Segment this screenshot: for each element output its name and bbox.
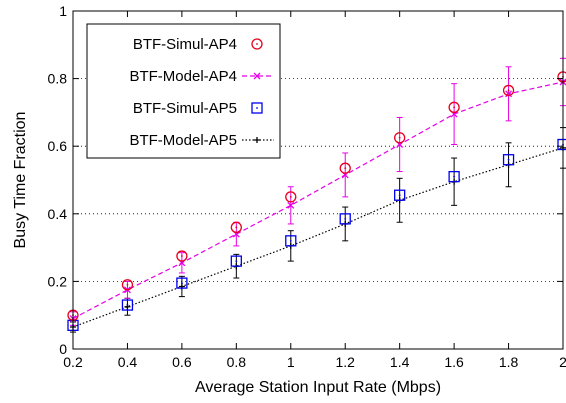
circle-marker-dot — [344, 167, 347, 170]
circle-marker-dot — [126, 283, 129, 286]
series-line — [72, 81, 564, 320]
legend-swatch — [251, 38, 263, 50]
legend-swatch — [242, 137, 274, 143]
x-tick-label: 0.4 — [118, 354, 138, 370]
circle-marker — [502, 84, 515, 97]
x-marker — [505, 90, 513, 98]
x-tick-label: 1.6 — [444, 354, 464, 370]
square-marker-dot — [398, 194, 401, 197]
grid-lines — [73, 78, 563, 282]
square-marker — [251, 102, 263, 114]
x-tick-label: 1.2 — [335, 354, 355, 370]
y-tick-label: 0.4 — [48, 206, 68, 222]
series-layer — [67, 57, 566, 333]
axes: 00.20.40.60.810.2 0.4 0.6 0.8 1 1.2 1.4 1.6 1.8 2 — [48, 3, 566, 370]
square-marker — [448, 170, 460, 183]
x-tick-label: 0.8 — [227, 354, 247, 370]
legend-label: BTF-Model-AP4 — [129, 68, 237, 85]
circle-marker — [230, 221, 242, 233]
square-marker — [176, 277, 188, 289]
square-marker-dot — [344, 217, 347, 220]
legend-swatch — [251, 102, 263, 114]
x-marker — [287, 201, 295, 209]
circle-marker — [448, 101, 460, 113]
circle-marker — [121, 279, 134, 291]
legend-label: BTF-Model-AP5 — [129, 132, 237, 149]
square-marker — [502, 154, 515, 166]
circle-marker-dot — [289, 196, 292, 198]
square-marker — [121, 299, 134, 311]
y-tick-label: 1 — [59, 3, 67, 19]
circle-marker — [394, 132, 406, 144]
square-marker-dot — [126, 304, 129, 306]
square-marker-dot — [180, 282, 183, 284]
y-tick-label: 0 — [59, 341, 67, 357]
circle-marker — [285, 191, 297, 203]
square-marker-dot — [453, 175, 456, 178]
legend-box — [86, 23, 281, 159]
series-line — [72, 147, 564, 328]
square-marker — [339, 213, 351, 225]
square-marker-dot — [507, 158, 510, 161]
x-tick-label: 1.4 — [390, 354, 410, 370]
y-tick-label: 0.2 — [48, 273, 68, 289]
circle-marker-dot — [507, 89, 510, 92]
square-marker — [285, 235, 297, 247]
x-tick-label: 1 — [287, 354, 295, 370]
circle-marker-dot — [180, 255, 183, 257]
circle-marker-dot — [453, 106, 456, 109]
y-axis-label: Busy Time Fraction — [12, 112, 29, 249]
legend-label: BTF-Simul-AP5 — [133, 100, 237, 117]
square-marker-dot — [289, 239, 292, 242]
legend-swatch — [242, 72, 274, 80]
plot-frame — [72, 10, 564, 350]
x-tick-label: 1.8 — [499, 354, 519, 370]
square-marker-dot — [256, 107, 258, 109]
legend: BTF-Simul-AP4 BTF-Model-AP4 BTF-Simul-AP5 B… — [86, 23, 281, 159]
x-axis-label: Average Station Input Rate (Mbps) — [195, 379, 441, 396]
y-tick-label: 0.6 — [48, 138, 68, 154]
series-BTF-Simul-AP5 — [67, 138, 566, 331]
x-tick-label: 2 — [559, 354, 566, 370]
square-marker-dot — [235, 260, 238, 263]
series-BTF-Model-AP4 — [69, 57, 566, 326]
square-marker — [230, 255, 242, 267]
x-tick-label: 0.6 — [172, 354, 192, 370]
plus-marker — [254, 137, 260, 143]
square-marker — [394, 189, 406, 201]
circle-marker — [339, 162, 351, 174]
circle-marker-dot — [235, 226, 238, 229]
circle-marker — [176, 250, 188, 262]
circle-marker — [251, 38, 263, 50]
y-tick-label: 0.8 — [48, 71, 68, 87]
legend-label: BTF-Simul-AP4 — [133, 36, 237, 53]
x-tick-label: 0.2 — [63, 354, 83, 370]
circle-marker-dot — [398, 136, 401, 139]
circle-marker-dot — [256, 43, 258, 45]
x-marker — [253, 72, 261, 80]
